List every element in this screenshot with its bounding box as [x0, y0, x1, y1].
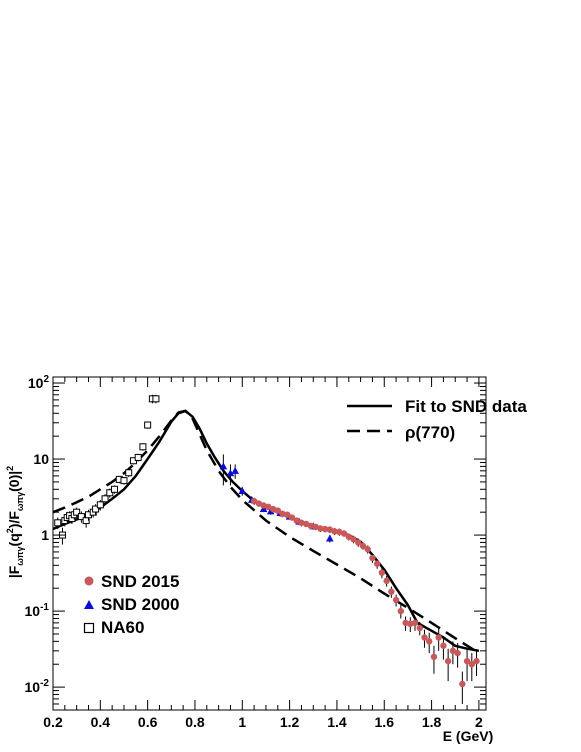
snd2015-point	[274, 507, 281, 514]
snd2015-point	[378, 569, 386, 576]
y-tick-label: 102	[28, 374, 50, 391]
snd2015-point	[288, 514, 296, 521]
y-tick-label: 1	[41, 527, 49, 543]
snd2015-point	[468, 661, 476, 668]
na60-point	[120, 477, 128, 485]
snd2015-point	[426, 638, 433, 645]
snd2015-point	[359, 542, 367, 550]
snd2015-point	[473, 657, 480, 665]
x-tick-label: 0.8	[185, 714, 205, 730]
na60-point	[77, 513, 85, 521]
plot-frame	[52, 376, 487, 711]
snd2000-point	[219, 462, 228, 470]
na60-point	[92, 505, 100, 513]
na60-point	[144, 421, 152, 429]
snd2015-point	[369, 554, 376, 562]
y-axis-title: |Fωπγ(q2)/Fωπγ(0)|2	[5, 466, 25, 578]
snd2015-point	[463, 657, 471, 665]
snd2015-point	[284, 511, 291, 518]
legend-na60-label: NA60	[101, 618, 144, 637]
snd2015-point	[250, 497, 258, 505]
snd2015-point	[350, 536, 357, 543]
snd2000-point	[231, 466, 239, 474]
legend-snd2015-marker	[84, 576, 94, 586]
snd2015-point	[430, 653, 438, 661]
snd2015-point	[321, 525, 329, 533]
y-tick-label: 10-2	[25, 678, 50, 695]
x-tick-label: 1.4	[327, 714, 347, 730]
y-tick-label: 10-1	[25, 602, 50, 619]
snd2015-point	[397, 607, 405, 615]
y-axis: 10-2 10-1 1 10 102	[25, 374, 486, 705]
legend-na60-marker	[83, 622, 95, 634]
snd2015-point	[279, 510, 286, 518]
snd2015-point	[444, 657, 452, 665]
snd2015-point	[317, 525, 324, 532]
legend-snd2000-label: SND 2000	[101, 595, 179, 614]
y-tick-label: 10	[33, 451, 49, 467]
x-tick-label: 1.8	[422, 714, 442, 730]
legend-markers: SND 2015 SND 2000 NA60	[83, 572, 179, 637]
fit-curve	[52, 409, 480, 653]
snd2015-point	[421, 634, 428, 641]
x-tick-label: 0.6	[138, 714, 158, 730]
snd2015-point	[373, 560, 381, 567]
x-axis: 0.2 0.4 0.6 0.8 1 1.2 1.4 1.6 1.8 2	[43, 377, 483, 730]
snd2015-point	[411, 619, 419, 627]
x-tick-label: 0.2	[43, 714, 63, 730]
snd2015-point	[331, 528, 338, 535]
snd2015-point	[392, 596, 400, 604]
curves	[52, 409, 480, 655]
snd2015-point	[364, 546, 371, 553]
rho-770-curve	[52, 409, 480, 655]
snd2015-point	[388, 588, 395, 595]
na60-point	[54, 519, 62, 527]
legend-fit-label: Fit to SND data	[405, 397, 527, 416]
snd2015-point	[435, 634, 442, 641]
x-tick-label: 1.6	[375, 714, 395, 730]
na60-point	[134, 453, 142, 461]
legend-rho-label: ρ(770)	[405, 423, 455, 442]
snd2015-point	[416, 624, 423, 632]
snd2015-point	[355, 539, 362, 546]
x-tick-label: 1	[238, 714, 246, 730]
na60-point	[111, 485, 119, 493]
legend-lines: Fit to SND data ρ(770)	[347, 397, 527, 442]
na60-point	[139, 443, 147, 451]
x-tick-label: 2	[475, 714, 483, 730]
snd2015-point	[345, 533, 352, 540]
snd2015-point	[459, 680, 466, 688]
snd2015-point	[454, 649, 461, 657]
legend-snd2015-label: SND 2015	[101, 572, 179, 591]
na60-point	[125, 469, 133, 477]
na60-point	[96, 501, 104, 509]
na60-point	[152, 395, 160, 403]
x-axis-title: E (GeV)	[443, 728, 494, 744]
snd2000-point	[326, 534, 334, 542]
snd2000-point	[226, 469, 235, 477]
snd2015-point	[340, 530, 348, 537]
snd2015-point	[449, 647, 457, 655]
x-tick-label: 0.4	[91, 714, 111, 730]
data-markers	[54, 394, 480, 704]
snd2000-point	[238, 486, 247, 494]
legend-snd2000-marker	[84, 600, 94, 609]
x-tick-label: 1.2	[280, 714, 300, 730]
snd2015-point	[383, 577, 390, 585]
na60-point	[73, 508, 81, 516]
snd2015-point	[440, 642, 447, 649]
na60-point	[101, 495, 109, 503]
